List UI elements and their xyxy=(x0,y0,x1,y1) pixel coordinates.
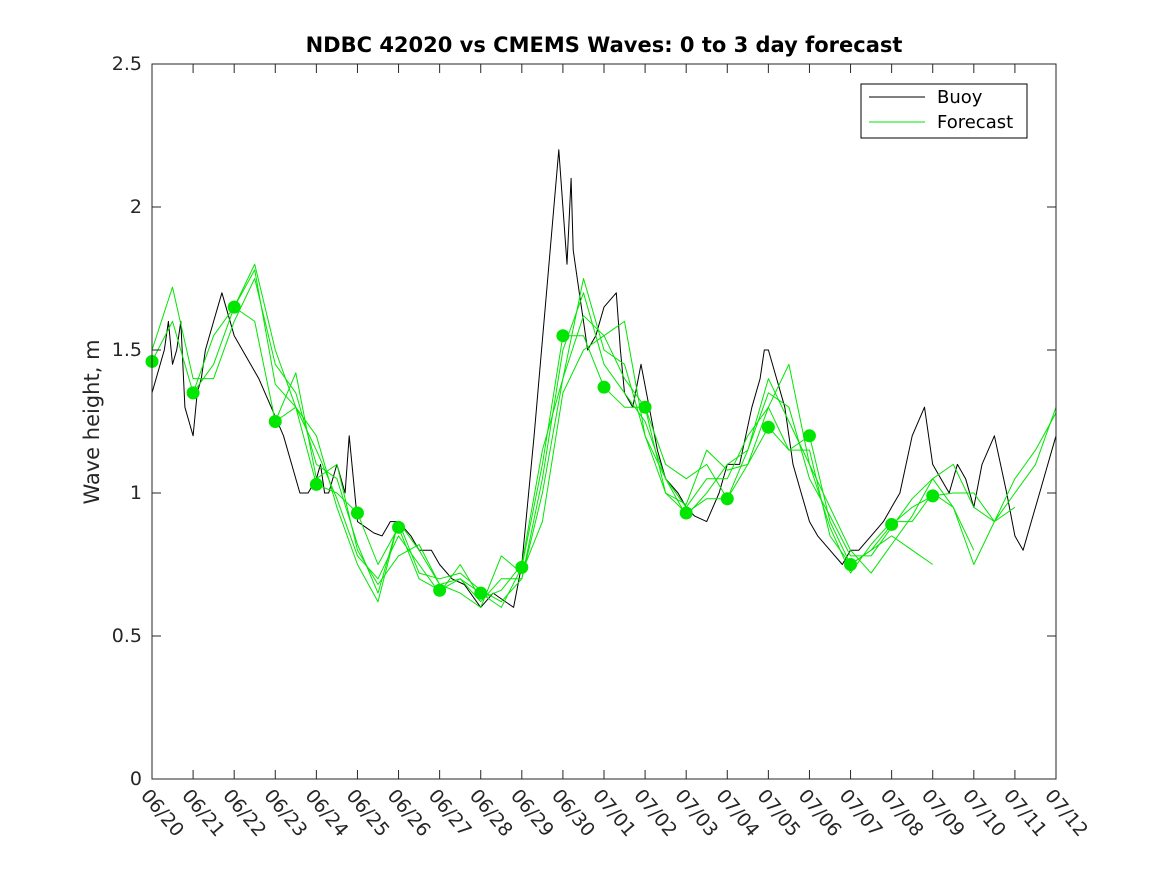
forecast-marker xyxy=(720,492,734,506)
forecast-marker xyxy=(638,400,652,414)
y-tick-label: 2.5 xyxy=(112,53,142,75)
forecast-marker xyxy=(844,558,858,571)
y-tick-label: 0 xyxy=(130,768,142,790)
forecast-marker xyxy=(392,520,406,534)
y-tick-label: 2 xyxy=(130,196,142,218)
forecast-marker xyxy=(268,415,282,428)
forecast-marker xyxy=(761,420,775,434)
forecast-marker xyxy=(227,300,241,314)
legend-buoy-label: Buoy xyxy=(937,87,983,108)
forecast-marker xyxy=(802,429,816,443)
forecast-marker xyxy=(515,560,529,574)
series-line-buoy xyxy=(151,149,1057,608)
y-tick-label: 0.5 xyxy=(112,625,142,647)
forecast-marker xyxy=(885,517,899,531)
plot-area xyxy=(145,149,1057,608)
forecast-marker xyxy=(350,506,364,520)
forecast-marker xyxy=(474,586,488,600)
y-axis-label: Wave height, m xyxy=(80,339,104,504)
forecast-marker xyxy=(597,380,611,394)
series-line-forecast-3 xyxy=(192,269,975,600)
forecast-marker xyxy=(679,506,693,520)
y-tick-label: 1.5 xyxy=(112,339,142,361)
chart-title: NDBC 42020 vs CMEMS Waves: 0 to 3 day fo… xyxy=(306,33,903,57)
forecast-marker xyxy=(926,489,940,503)
legend-box xyxy=(860,83,1028,139)
series-line-forecast-4 xyxy=(233,263,1016,603)
forecast-marker xyxy=(309,477,323,491)
series-line-forecast-5 xyxy=(274,320,1057,608)
forecast-marker xyxy=(186,386,200,400)
forecast-marker xyxy=(433,583,447,597)
legend: Buoy Forecast xyxy=(860,83,1028,139)
legend-forecast-label: Forecast xyxy=(937,112,1013,133)
y-tick-label: 1 xyxy=(130,482,142,504)
forecast-marker xyxy=(556,329,570,343)
